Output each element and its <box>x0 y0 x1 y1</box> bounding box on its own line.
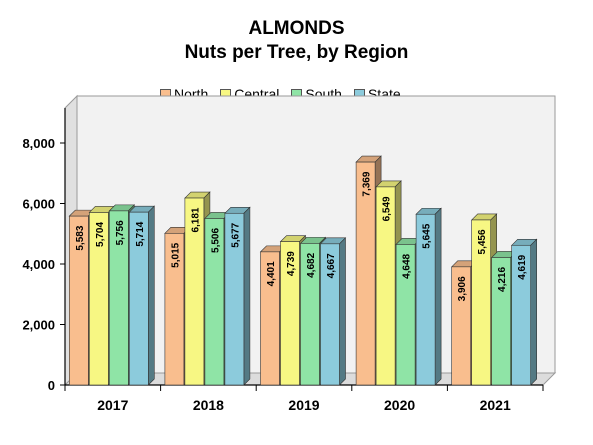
data-label: 5,456 <box>477 229 488 254</box>
bar-front <box>109 210 129 386</box>
bar-front <box>260 251 280 386</box>
data-label: 4,682 <box>306 252 317 277</box>
data-label: 5,714 <box>135 221 146 246</box>
data-label: 5,677 <box>230 222 241 247</box>
bar-front <box>164 232 185 386</box>
bar-front <box>395 244 416 386</box>
x-tick-label: 2020 <box>384 397 415 413</box>
bar-state-2017: 5,714 <box>128 205 156 386</box>
bar-state-2018: 5,677 <box>224 206 251 386</box>
bar-side <box>339 237 346 386</box>
data-label: 5,645 <box>422 223 433 248</box>
data-label: 7,369 <box>362 171 373 196</box>
y-tick-label: 0 <box>48 378 55 393</box>
data-label: 5,756 <box>115 220 126 245</box>
bar-side <box>530 238 538 386</box>
bar-front <box>69 215 89 386</box>
y-tick-label: 4,000 <box>22 257 55 272</box>
bar-front <box>451 266 472 386</box>
bar-front <box>204 218 225 386</box>
bar-front <box>415 213 436 386</box>
bar-state-2020: 5,645 <box>415 207 442 386</box>
x-tick-label: 2019 <box>288 397 319 413</box>
bar-front <box>355 161 376 386</box>
chart-subtitle: Nuts per Tree, by Region <box>184 42 409 63</box>
data-label: 4,667 <box>326 253 337 278</box>
y-tick-label: 2,000 <box>22 318 55 333</box>
chart-title: ALMONDS <box>248 18 345 39</box>
bar-front <box>300 243 320 386</box>
bar-front <box>89 212 109 386</box>
data-label: 4,648 <box>402 253 413 278</box>
x-tick-label: 2018 <box>193 397 224 413</box>
bar-front <box>320 243 340 386</box>
data-label: 4,401 <box>266 261 277 286</box>
bar-side <box>148 205 155 386</box>
bar-state-2019: 4,667 <box>319 237 347 386</box>
x-tick-label: 2017 <box>97 397 128 413</box>
data-label: 6,181 <box>190 207 201 232</box>
data-label: 5,015 <box>170 242 181 267</box>
data-label: 4,216 <box>497 267 508 292</box>
data-label: 3,906 <box>457 276 468 301</box>
bar-front <box>280 241 300 386</box>
x-tick-label: 2021 <box>480 397 511 413</box>
data-label: 5,506 <box>210 227 221 252</box>
bar-front <box>511 244 532 386</box>
data-label: 4,619 <box>517 254 528 279</box>
data-label: 5,583 <box>75 225 86 250</box>
bar-front <box>471 219 492 386</box>
bar-side <box>434 207 442 386</box>
y-tick-label: 6,000 <box>22 197 55 212</box>
data-label: 5,704 <box>95 222 106 247</box>
bar-side <box>243 206 251 386</box>
y-tick-label: 8,000 <box>22 136 55 151</box>
bar-front <box>129 211 149 386</box>
bar-state-2021: 4,619 <box>510 238 538 386</box>
data-label: 6,549 <box>382 196 393 221</box>
bar-front <box>184 197 205 386</box>
bar-front <box>224 212 245 386</box>
data-label: 4,739 <box>286 251 297 276</box>
bar-front <box>491 257 512 386</box>
bar-front <box>375 186 396 386</box>
